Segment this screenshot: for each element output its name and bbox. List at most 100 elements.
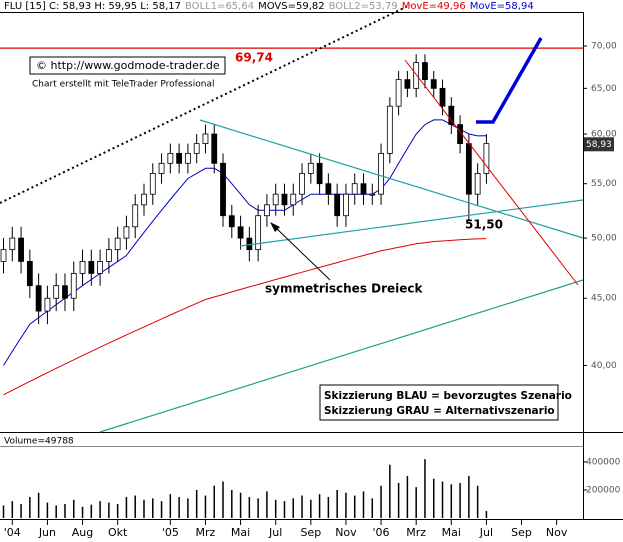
note: Skizzierung BLAU = bevorzugtes Szenario: [324, 390, 572, 402]
y-tick-label: 200000: [586, 485, 621, 495]
candle-body: [290, 193, 297, 206]
candle-body: [299, 173, 305, 195]
candle-body: [430, 79, 437, 89]
candle-body: [307, 162, 314, 174]
candle-body: [325, 183, 332, 195]
volume-label: Volume=49788: [4, 437, 74, 447]
y-tick-label: 65,00: [591, 84, 617, 94]
notes-box: [319, 384, 559, 421]
y-tick-label: 400000: [586, 457, 621, 467]
candle-body: [255, 215, 262, 251]
last-price-box: [584, 137, 614, 152]
x-tick-label: Mai: [442, 526, 461, 539]
trend-line: [404, 59, 579, 286]
x-tick-label: Sep: [300, 526, 321, 539]
candle-body: [184, 152, 191, 164]
header-item: BOLL1=65,64: [185, 1, 254, 12]
candle-body: [422, 62, 428, 81]
candle-body: [70, 273, 77, 299]
candle-body: [105, 249, 112, 262]
candle-body: [141, 193, 147, 206]
candle-body: [378, 152, 384, 195]
candle-body: [439, 87, 446, 107]
candle-body: [202, 133, 209, 145]
x-tick-label: '06: [373, 526, 390, 539]
candle-body: [281, 193, 288, 206]
scenario-line: [476, 37, 543, 124]
candle-body: [132, 204, 139, 228]
candle-body: [237, 226, 244, 239]
x-tick-label: Jul: [268, 526, 282, 539]
plot: 40,00 45,00 50,00 55,00 60,00 65,00 70,00 20000…: [0, 42, 621, 539]
level-label: 69,74: [235, 51, 273, 65]
y-tick-label: 55,00: [591, 179, 617, 189]
candle-body: [53, 285, 60, 299]
y-tick-label: 45,00: [591, 294, 617, 304]
candle-body: [465, 143, 472, 195]
candle-body: [97, 261, 103, 274]
trend-line: [239, 199, 584, 247]
candle-body: [79, 261, 86, 274]
candle-body: [158, 162, 165, 174]
moving-average: [3, 119, 487, 366]
last-price-label: 58,93: [586, 140, 612, 150]
x-tick-label: Mai: [231, 526, 250, 539]
x-tick-label: Okt: [108, 526, 128, 539]
candle-body: [193, 143, 200, 154]
header-item: MovE=58,94: [470, 1, 534, 12]
candle-body: [404, 79, 411, 89]
candle-body: [316, 162, 323, 185]
candle-body: [369, 193, 376, 196]
candle-body: [149, 173, 156, 195]
header-item: MOVS=59,82: [258, 1, 325, 12]
candle-body: [18, 237, 24, 262]
x-tick-label: Jul: [479, 526, 493, 539]
trend-line: [0, 4, 411, 204]
candle-body: [474, 173, 481, 195]
candle-body: [334, 193, 341, 217]
header-item: BOLL2=53,79: [329, 1, 398, 12]
candle-body: [176, 152, 183, 164]
credit: Chart erstellt mit TeleTrader Profession…: [32, 80, 214, 90]
candle-body: [483, 143, 490, 174]
x-tick-label: Sep: [511, 526, 532, 539]
arrow-head: [270, 222, 280, 232]
candle-body: [26, 261, 33, 287]
y-tick-label: 40,00: [591, 361, 617, 371]
candle-body: [395, 79, 402, 107]
y-tick-label: 50,00: [591, 234, 617, 244]
candle-body: [360, 183, 367, 195]
header: FLU [15] C: 58,93 H: 59,95 L: 58,17 BOLL1…: [4, 1, 534, 12]
note: Skizzierung GRAU = Alternativszenario: [324, 405, 555, 417]
candle-body: [351, 183, 358, 195]
candle-body: [167, 152, 174, 164]
moving-average: [3, 238, 487, 396]
x-tick-label: Jun: [38, 526, 56, 539]
candle-body: [413, 62, 420, 89]
header-item: MovE=49,96: [402, 1, 466, 12]
x-tick-label: Nov: [546, 526, 568, 539]
candle-body: [88, 261, 95, 274]
candle-body: [44, 297, 51, 312]
candle-body: [246, 237, 253, 251]
x-tick-label: Nov: [335, 526, 357, 539]
header-item: FLU [15] C: 58,93 H: 59,95 L: 58,17: [4, 1, 181, 12]
y-tick-label: 70,00: [591, 42, 617, 52]
candle-body: [343, 193, 349, 217]
candle-body: [220, 162, 226, 217]
candle-body: [448, 105, 455, 125]
pattern-label: symmetrisches Dreieck: [265, 282, 424, 296]
candle-body: [272, 193, 279, 206]
x-tick-label: '05: [162, 526, 179, 539]
candle-body: [0, 249, 7, 262]
candle-body: [228, 215, 235, 228]
candle-body: [386, 105, 393, 154]
copyright-box: [29, 56, 226, 75]
candle-body: [114, 237, 121, 251]
x-tick-label: '04: [4, 526, 21, 539]
trend-line: [99, 279, 584, 433]
level-label: 51,50: [465, 218, 503, 232]
y-tick-label: 60,00: [591, 130, 617, 140]
arrow: [273, 225, 331, 281]
